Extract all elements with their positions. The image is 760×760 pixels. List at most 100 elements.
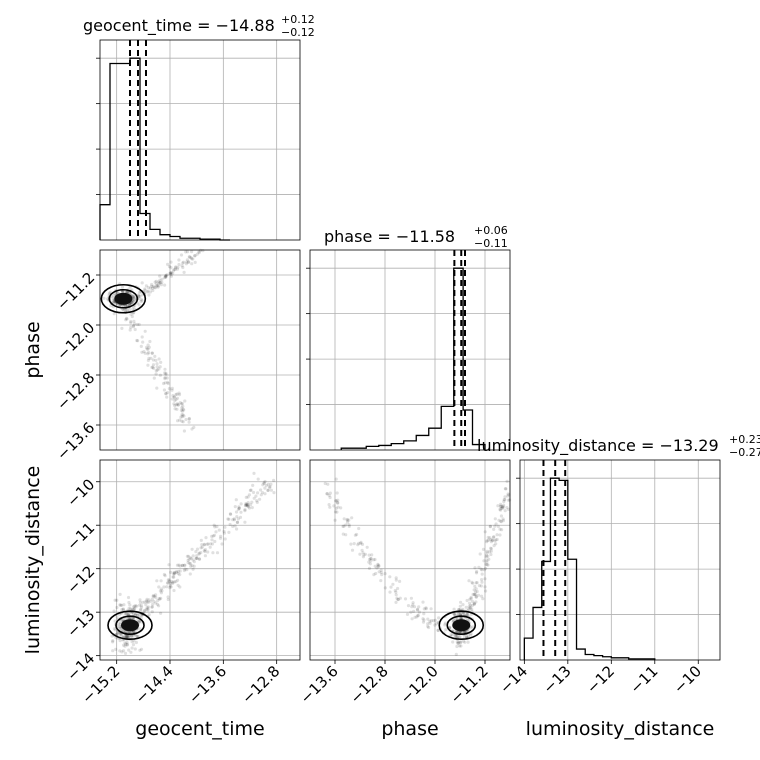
sample-point: [459, 644, 463, 648]
sample-point: [184, 262, 188, 266]
sample-point: [493, 539, 497, 543]
sample-point: [362, 553, 366, 557]
sample-point: [182, 568, 186, 573]
sample-point: [459, 616, 463, 621]
sample-point: [455, 617, 459, 621]
sample-point: [128, 616, 132, 620]
sample-point: [163, 381, 167, 385]
sample-point: [233, 524, 237, 528]
sample-point: [372, 573, 376, 577]
sample-point: [470, 580, 474, 585]
sample-point: [119, 620, 123, 624]
sample-point: [137, 603, 141, 607]
sample-point: [498, 507, 502, 511]
sample-point: [263, 479, 267, 484]
sample-point: [455, 634, 459, 639]
sample-point: [247, 493, 251, 497]
sample-point: [146, 352, 150, 356]
sample-point: [110, 634, 114, 638]
sample-point: [489, 546, 493, 550]
sample-point: [139, 607, 143, 611]
sample-point: [176, 419, 180, 423]
sample-point: [185, 568, 189, 572]
sample-point: [180, 563, 184, 568]
sample-point: [164, 275, 168, 279]
sample-point: [489, 547, 493, 551]
sample-point: [246, 504, 250, 508]
sample-point: [147, 598, 151, 602]
sample-point: [239, 502, 243, 506]
sample-point: [379, 568, 383, 572]
sample-point: [183, 399, 187, 403]
sample-point: [190, 547, 194, 551]
sample-point: [203, 549, 207, 554]
sample-point: [251, 483, 255, 487]
sample-point: [112, 627, 116, 631]
sample-point: [125, 290, 129, 294]
sample-point: [175, 396, 180, 400]
sample-point: [146, 607, 150, 611]
sample-point: [272, 491, 276, 495]
sample-point: [135, 322, 139, 327]
sample-point: [151, 358, 155, 362]
sample-point: [261, 483, 265, 487]
sample-point: [403, 597, 408, 601]
sample-point: [268, 485, 272, 489]
sample-point: [153, 280, 157, 284]
sample-point: [144, 284, 148, 288]
sample-point: [422, 612, 426, 616]
sample-point: [190, 250, 194, 254]
sample-point: [266, 488, 270, 492]
sample-point: [158, 274, 162, 278]
sample-point: [239, 510, 243, 514]
sample-point: [328, 505, 332, 509]
sample-point: [147, 350, 151, 355]
sample-point: [506, 492, 510, 496]
sample-point: [127, 600, 131, 605]
sample-point: [182, 429, 186, 433]
sample-point: [412, 609, 416, 614]
sample-point: [480, 578, 484, 582]
sample-point: [471, 592, 475, 597]
sample-point: [169, 260, 173, 264]
sample-point: [149, 599, 153, 603]
sample-point: [411, 603, 415, 607]
sample-point: [117, 632, 121, 636]
sample-point: [195, 556, 199, 560]
sample-point: [125, 307, 129, 311]
y-tick-label: −12: [63, 562, 98, 597]
sample-point: [159, 611, 163, 615]
density-contour: [438, 610, 485, 641]
sample-point: [467, 601, 472, 605]
sample-point: [367, 560, 371, 564]
sample-point: [347, 524, 351, 529]
sample-point: [169, 585, 173, 589]
sample-point: [220, 542, 224, 546]
sample-point: [467, 607, 471, 612]
sample-point: [175, 392, 179, 396]
sample-point: [181, 420, 185, 424]
sample-point: [417, 610, 421, 614]
sample-point: [150, 610, 154, 614]
sample-point: [213, 539, 217, 544]
sample-point: [181, 413, 185, 417]
sample-point: [226, 517, 230, 521]
sample-point: [156, 285, 160, 289]
sample-point: [181, 404, 185, 408]
sample-point: [474, 581, 478, 585]
sample-point: [193, 260, 197, 264]
sample-point: [213, 525, 217, 529]
sample-point: [229, 512, 233, 516]
sample-point: [496, 524, 500, 529]
y-tick-label: −13.6: [53, 419, 98, 464]
sample-point: [115, 605, 119, 610]
sample-point: [272, 478, 276, 482]
sample-point: [154, 601, 158, 605]
sample-point: [145, 347, 149, 351]
sample-point: [374, 571, 378, 576]
sample-point: [174, 265, 178, 269]
sample-point: [157, 280, 161, 284]
sample-point: [494, 538, 498, 542]
sample-point: [409, 596, 413, 600]
sample-point: [185, 258, 189, 262]
